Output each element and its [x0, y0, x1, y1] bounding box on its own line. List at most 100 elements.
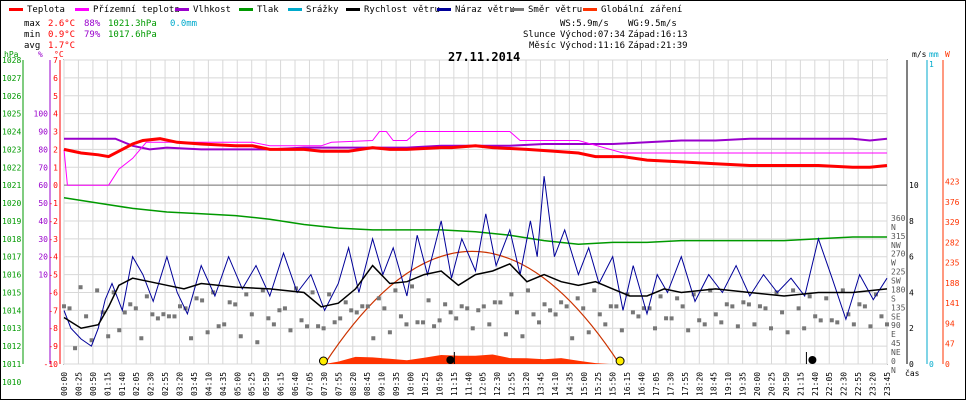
radiation-tick: 423 [945, 178, 960, 187]
wind-dir-letter: NE [891, 348, 901, 357]
series-pressure [63, 196, 887, 245]
wind-direction-point [564, 304, 569, 309]
x-tick-label: 15:00 [580, 372, 589, 396]
wind-direction-point [531, 312, 536, 317]
wind-direction-point [641, 306, 646, 311]
temperature-tick: -4 [48, 253, 58, 262]
wind-direction-point [680, 304, 685, 309]
radiation-tick: 94 [945, 319, 955, 328]
wind-direction-point [155, 316, 160, 321]
temperature-tick: -2 [48, 217, 58, 226]
x-tick-label: 19:35 [739, 372, 748, 396]
wind-direction-point [305, 324, 310, 329]
x-tick-label: 03:45 [190, 372, 199, 396]
x-tick-label: 00:00 [60, 372, 69, 396]
x-tick-label: 19:10 [724, 372, 733, 396]
wind-direction-point [244, 292, 249, 297]
wind-direction-point [183, 306, 188, 311]
stat-max-label: max [24, 19, 41, 29]
wind-direction-point [409, 284, 414, 289]
wind-dir-tick: 0 [891, 357, 896, 366]
temperature-axis-unit: °C [54, 50, 64, 59]
wind-direction-point [371, 336, 376, 341]
x-tick-label: 17:05 [652, 372, 661, 396]
x-tick-label: 18:20 [695, 372, 704, 396]
legend-swatch [583, 8, 597, 11]
temperature-tick: -7 [48, 306, 58, 315]
wind-direction-point [89, 338, 94, 343]
x-tick-label: 08:45 [363, 372, 372, 396]
legend-swatch [288, 8, 302, 11]
x-tick-label: 02:55 [161, 372, 170, 396]
wind-direction-point [100, 310, 105, 315]
wind-direction-point [271, 322, 276, 327]
wind-direction-point [851, 322, 856, 327]
wind-direction-point [277, 308, 282, 313]
temperature-tick: 2 [53, 145, 58, 154]
wind-direction-point [227, 300, 232, 305]
x-tick-label: 10:00 [407, 372, 416, 396]
pressure-tick: 1016 [2, 271, 21, 280]
series-wind-gust [63, 176, 888, 347]
wind-direction-point [608, 304, 613, 309]
wind-direction-point [349, 308, 354, 313]
legend-swatch [346, 8, 360, 11]
pressure-tick: 1017 [2, 253, 21, 262]
radiation-tick: 141 [945, 299, 960, 308]
x-tick-label: 22:05 [825, 372, 834, 396]
wind-direction-point [205, 330, 210, 335]
legend-item-smer-vetru: Směr větru [510, 4, 582, 16]
x-tick-label: 17:55 [681, 372, 690, 396]
series-temperature [63, 137, 888, 169]
wind-direction-point [360, 304, 365, 309]
stat-min-hum: 79% [84, 30, 101, 40]
wind-direction-point [813, 314, 818, 319]
legend-swatch [175, 8, 189, 11]
temperature-tick: -9 [48, 342, 58, 351]
sunset-marker [615, 356, 625, 366]
moonset-marker [808, 356, 817, 364]
summary-moonset: Západ:21:39 [628, 41, 688, 51]
x-tick-label: 01:40 [118, 372, 127, 396]
wind-direction-point [570, 336, 575, 341]
wind-direction-point [713, 312, 718, 317]
wind-direction-point [470, 326, 475, 331]
wind-speed-tick: 0 [909, 360, 914, 369]
x-tick-label: 11:15 [450, 372, 459, 396]
wind-direction-point [415, 320, 420, 325]
wind-direction-point [332, 320, 337, 325]
wind-direction-point [249, 312, 254, 317]
wind-direction-point [343, 300, 348, 305]
temperature-tick: 3 [53, 128, 58, 137]
wind-direction-point [316, 324, 321, 329]
wind-direction-point [161, 312, 166, 317]
x-tick-label: 12:30 [493, 372, 502, 396]
radiation-area [324, 354, 610, 364]
radiation-tick: 282 [945, 238, 960, 247]
wind-direction-point [282, 306, 287, 311]
stat-max-press: 1021.3hPa [108, 19, 157, 29]
wind-direction-point [365, 304, 370, 309]
wind-direction-point [559, 300, 564, 305]
summary-sunset: Západ:16:13 [628, 30, 688, 40]
wind-direction-point [619, 328, 624, 333]
legend-item-globalni-zareni: Globální záření [583, 4, 682, 16]
series-wind-speed [63, 263, 888, 329]
humidity-tick: 30 [38, 235, 48, 244]
wind-direction-point [459, 304, 464, 309]
wind-direction-point [487, 322, 492, 327]
temperature-tick: 7 [53, 56, 58, 65]
wind-direction-point [796, 306, 801, 311]
wind-direction-point [321, 326, 326, 331]
temperature-tick: -6 [48, 288, 58, 297]
wind-direction-point [498, 300, 503, 305]
wind-direction-point [702, 322, 707, 327]
x-tick-label: 08:20 [349, 372, 358, 396]
legend-item-teplota: Teplota [9, 4, 65, 16]
stat-min-temp: 0.9°C [48, 30, 76, 40]
x-tick-label: 02:05 [132, 372, 141, 396]
legend-item-naraz-vetru: Náraz větru [437, 4, 515, 16]
temperature-tick: 1 [53, 163, 58, 172]
wind-direction-point [741, 300, 746, 305]
wind-direction-point [106, 334, 111, 339]
